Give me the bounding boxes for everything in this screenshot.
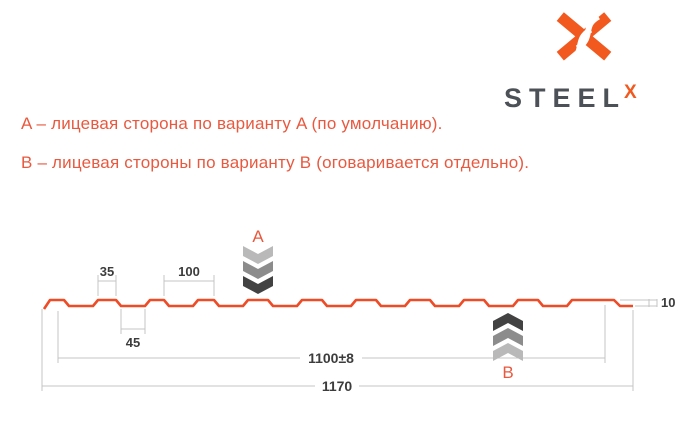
dim-rib-pitch-label: 100 [178,264,200,279]
chevron-down-icon [243,246,273,294]
dim-rib-flat-top [97,275,117,296]
dim-rib-pitch [163,275,215,296]
steelx-brand-x: X [624,82,637,103]
steelx-x-icon [556,12,612,64]
dim-overall-width [41,309,634,391]
marker-a-label: A [252,227,264,246]
dim-rib-bottom [120,309,146,334]
dim-profile-height-label: 10 [661,295,675,310]
dim-working-width [57,305,606,363]
steelx-logo: STEELX [500,8,690,113]
variant-a-note: A – лицевая сторона по варианту A (по ум… [21,114,443,133]
sheet-profile-line [42,298,633,310]
chevron-up-icon [493,313,523,361]
dim-rib-bottom-label: 45 [126,335,140,350]
dim-overall-width-label: 1170 [322,378,353,394]
steelx-wordmark: STEELX [504,82,684,114]
dim-rib-flat-top-label: 35 [100,264,114,279]
variant-b-note: B – лицевая стороны по варианту B (огова… [21,153,530,172]
steelx-brand-text: STEEL [504,83,627,113]
marker-b-label: B [502,363,513,382]
dim-working-width-label: 1100±8 [308,350,354,366]
dim-profile-height [620,299,658,307]
